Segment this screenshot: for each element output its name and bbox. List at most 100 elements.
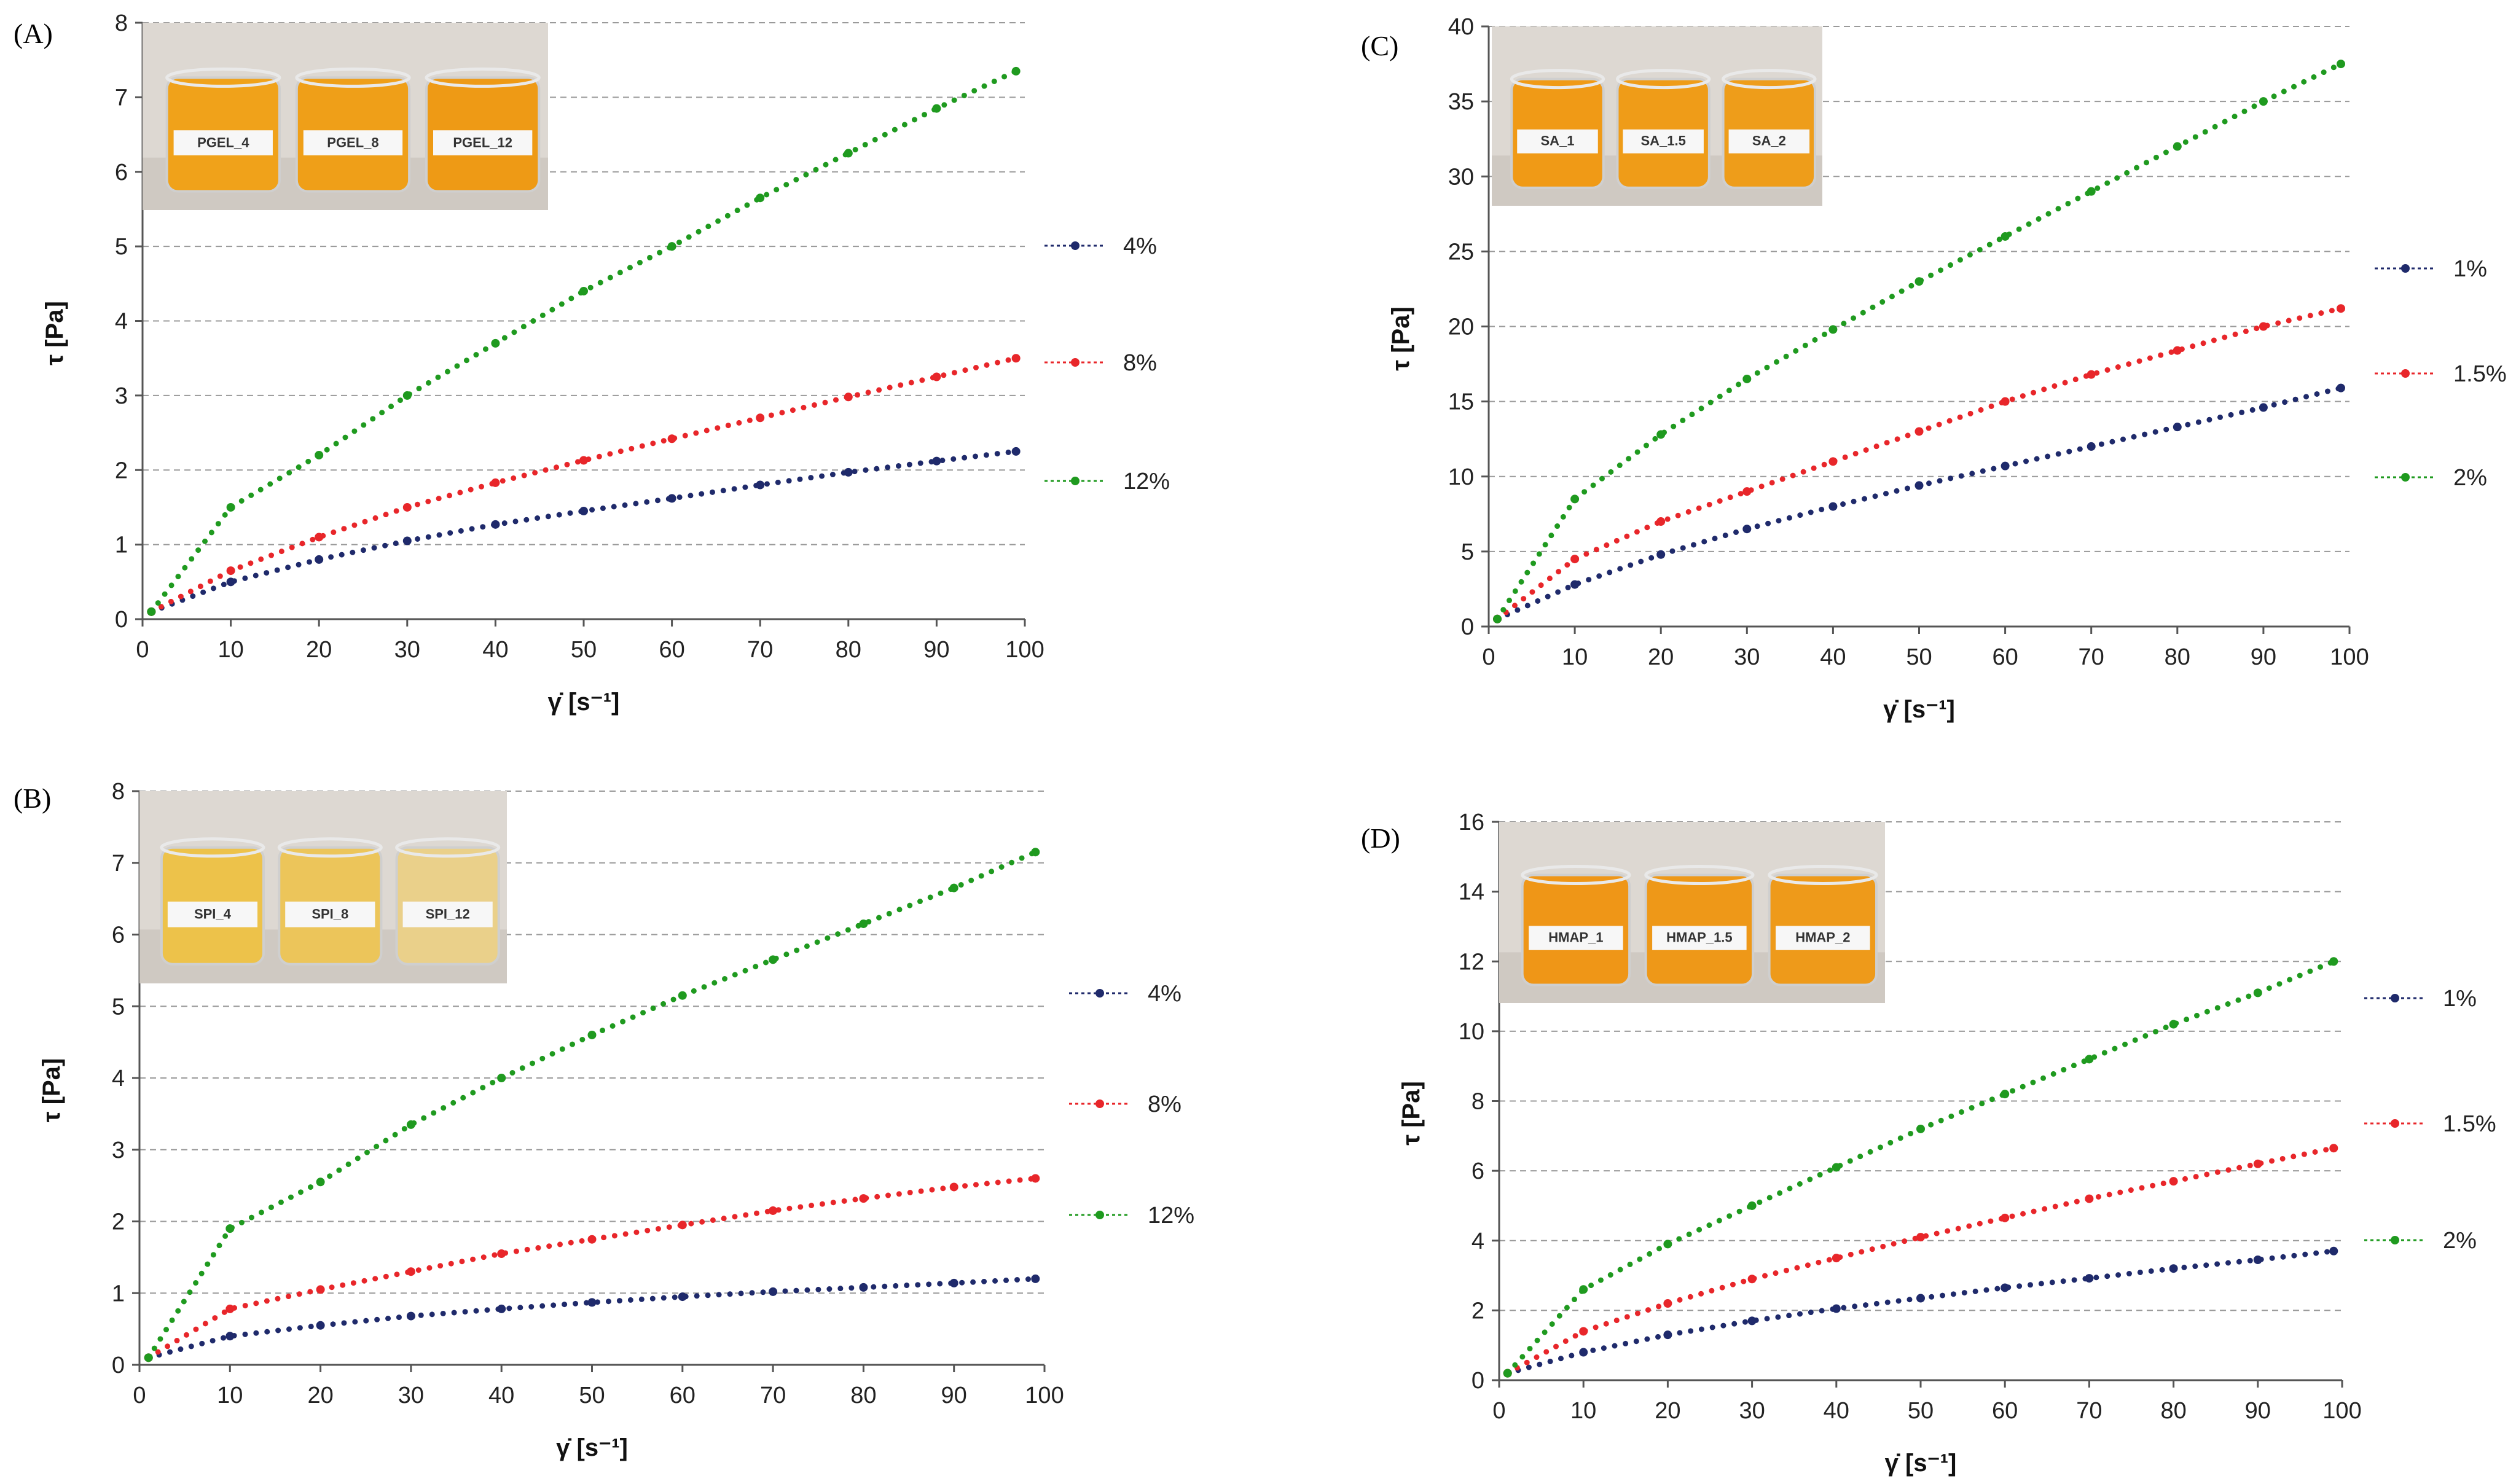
data-point bbox=[1832, 1304, 1841, 1313]
y-tick-label: 4 bbox=[112, 1066, 125, 1092]
data-point bbox=[497, 1304, 506, 1313]
data-point bbox=[667, 242, 676, 251]
beaker-label-paper bbox=[433, 130, 533, 155]
y-tick-label: 15 bbox=[1448, 389, 1474, 415]
beaker-label-text: HMAP_2 bbox=[1795, 930, 1850, 945]
data-point bbox=[587, 1030, 597, 1039]
data-point bbox=[1914, 277, 1924, 286]
data-point bbox=[2259, 97, 2268, 106]
legend-label: 12% bbox=[1123, 469, 1170, 494]
y-tick-label: 8 bbox=[112, 779, 125, 805]
data-point bbox=[2173, 142, 2182, 151]
x-tick-label: 60 bbox=[1992, 1398, 2018, 1424]
data-point bbox=[2001, 461, 2010, 471]
y-tick-label: 2 bbox=[1472, 1298, 1484, 1324]
beaker-rim bbox=[1615, 69, 1711, 90]
x-tick-label: 100 bbox=[1025, 1383, 1064, 1408]
data-point bbox=[2169, 1020, 2178, 1029]
beaker-label-text: SA_1.5 bbox=[1640, 133, 1685, 149]
y-tick-label: 3 bbox=[115, 383, 128, 409]
data-point bbox=[756, 480, 765, 490]
data-point bbox=[1579, 1285, 1588, 1294]
data-point bbox=[678, 1292, 687, 1302]
y-tick-label: 8 bbox=[1472, 1089, 1484, 1115]
x-tick-label: 70 bbox=[2076, 1398, 2102, 1424]
x-tick-label: 50 bbox=[1908, 1398, 1934, 1424]
x-tick-label: 80 bbox=[836, 637, 861, 663]
x-tick-label: 30 bbox=[394, 637, 420, 663]
data-point bbox=[1011, 66, 1021, 76]
x-tick-label: 100 bbox=[2330, 644, 2369, 670]
x-tick-label: 20 bbox=[307, 1383, 333, 1408]
x-tick-label: 80 bbox=[2160, 1398, 2186, 1424]
data-point bbox=[756, 193, 765, 203]
beaker-label-paper bbox=[402, 901, 493, 928]
data-point bbox=[587, 1235, 597, 1244]
x-tick-label: 60 bbox=[659, 637, 684, 663]
data-point bbox=[769, 955, 778, 964]
data-point bbox=[2173, 423, 2182, 432]
y-tick-label: 12 bbox=[1459, 949, 1484, 975]
data-point bbox=[1916, 1294, 1925, 1303]
data-point bbox=[2001, 232, 2010, 241]
beaker-rim bbox=[1722, 69, 1817, 90]
data-point bbox=[316, 1321, 325, 1330]
beaker-label-text: SA_1 bbox=[1540, 133, 1574, 149]
y-tick-label: 7 bbox=[115, 85, 128, 111]
data-point bbox=[315, 533, 324, 542]
legend-label: 12% bbox=[1148, 1203, 1194, 1228]
data-point bbox=[579, 286, 588, 295]
beaker-label-paper bbox=[1776, 926, 1870, 950]
beaker-label-text: SPI_8 bbox=[312, 907, 348, 922]
y-tick-label: 0 bbox=[112, 1353, 125, 1378]
y-tick-label: 3 bbox=[112, 1138, 125, 1163]
x-tick-label: 20 bbox=[306, 637, 332, 663]
x-tick-label: 40 bbox=[482, 637, 508, 663]
data-point bbox=[1916, 1233, 1925, 1242]
x-axis-title: γ̇ [s⁻¹] bbox=[1883, 696, 1955, 723]
data-point bbox=[2336, 304, 2345, 313]
x-tick-label: 50 bbox=[1906, 644, 1932, 670]
legend-swatch-marker bbox=[2401, 369, 2410, 378]
data-point bbox=[1570, 580, 1580, 589]
data-point bbox=[2259, 322, 2268, 331]
data-point bbox=[678, 1220, 687, 1230]
data-point bbox=[2329, 1144, 2338, 1153]
x-tick-label: 10 bbox=[218, 637, 243, 663]
y-tick-label: 5 bbox=[115, 234, 128, 260]
beaker-label-text: PGEL_4 bbox=[197, 135, 249, 150]
legend-label: 1% bbox=[2453, 256, 2487, 282]
data-point bbox=[932, 104, 941, 113]
data-point bbox=[1656, 517, 1666, 526]
x-tick-label: 40 bbox=[488, 1383, 514, 1408]
x-axis-title: γ̇ [s⁻¹] bbox=[1885, 1450, 1957, 1477]
beaker-label-text: PGEL_12 bbox=[453, 135, 512, 150]
legend-swatch-marker bbox=[1071, 358, 1080, 367]
y-axis-title: τ [Pa] bbox=[41, 301, 68, 365]
beaker-label-text: SPI_12 bbox=[426, 907, 470, 922]
series-line-8% bbox=[146, 1176, 1038, 1361]
series-line-1.5% bbox=[1494, 305, 2344, 622]
data-point bbox=[579, 456, 588, 465]
x-tick-label: 100 bbox=[1005, 637, 1044, 663]
data-point bbox=[2001, 1213, 2010, 1222]
data-point bbox=[587, 1298, 597, 1307]
data-point bbox=[1011, 447, 1021, 456]
legend-swatch-marker bbox=[2401, 264, 2410, 273]
data-point bbox=[2173, 346, 2182, 355]
y-tick-label: 16 bbox=[1459, 810, 1484, 835]
data-point bbox=[1916, 1124, 1925, 1133]
legend-swatch-marker bbox=[1095, 1211, 1104, 1219]
x-tick-label: 80 bbox=[2165, 644, 2190, 670]
beaker-rim bbox=[1510, 69, 1605, 90]
data-point bbox=[949, 1182, 958, 1192]
data-point bbox=[2169, 1177, 2178, 1186]
data-point bbox=[2085, 1274, 2094, 1283]
y-axis-title: τ [Pa] bbox=[1398, 1081, 1425, 1146]
y-tick-label: 6 bbox=[115, 160, 128, 186]
data-point bbox=[315, 555, 324, 564]
data-point bbox=[1570, 555, 1580, 564]
data-point bbox=[667, 434, 676, 443]
data-point bbox=[497, 1249, 506, 1259]
